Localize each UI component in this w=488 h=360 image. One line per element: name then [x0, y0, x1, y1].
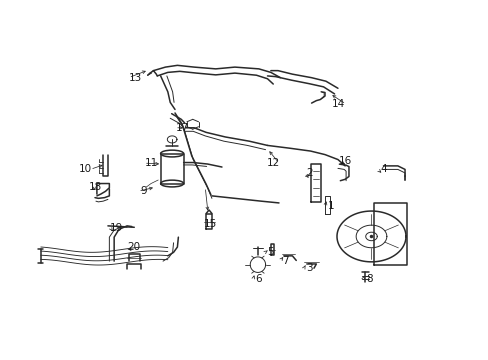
Text: 7: 7 [282, 256, 288, 266]
Text: 2: 2 [305, 168, 312, 178]
Text: 4: 4 [379, 165, 386, 174]
Text: 13: 13 [128, 73, 142, 83]
Text: 16: 16 [338, 156, 351, 166]
Text: 9: 9 [140, 186, 147, 196]
Text: 12: 12 [266, 158, 279, 168]
Text: 20: 20 [126, 242, 140, 252]
Text: 3: 3 [305, 263, 312, 273]
Text: 8: 8 [365, 274, 372, 284]
Text: 5: 5 [267, 247, 274, 257]
Text: 17: 17 [175, 123, 188, 133]
Text: 19: 19 [109, 222, 122, 233]
Text: 1: 1 [327, 202, 333, 211]
Text: 14: 14 [331, 99, 344, 109]
Text: 11: 11 [144, 158, 157, 168]
Text: 18: 18 [88, 182, 102, 192]
Text: 15: 15 [203, 219, 216, 229]
Text: 10: 10 [79, 165, 92, 174]
Text: 6: 6 [255, 274, 262, 284]
